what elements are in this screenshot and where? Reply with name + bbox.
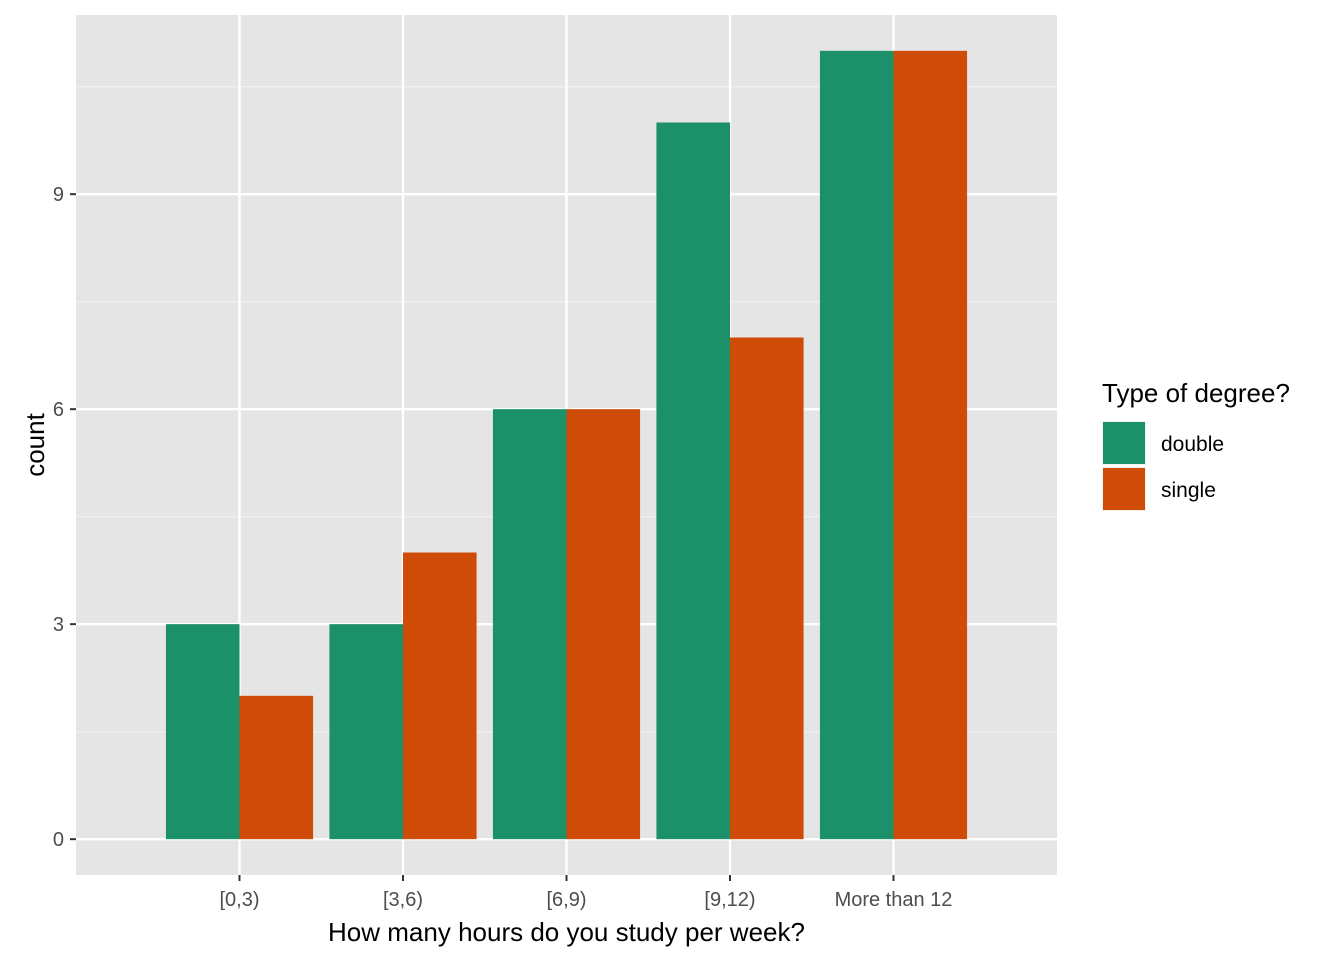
y-tick-label: 9 [53, 184, 64, 206]
x-tick-label: [9,12) [704, 889, 755, 911]
y-axis-title: count [20, 412, 50, 476]
bar-double [492, 409, 567, 840]
y-tick-label: 6 [53, 399, 64, 421]
legend-key-single [1103, 468, 1145, 510]
bars [165, 50, 968, 840]
bar-single [239, 695, 314, 840]
legend: Type of degree? double single [1102, 378, 1290, 511]
x-tick-label: [3,6) [383, 889, 423, 911]
bar-single [893, 50, 968, 840]
legend-title: Type of degree? [1102, 378, 1290, 408]
bar-single [730, 337, 804, 840]
legend-label-double: double [1161, 433, 1224, 456]
x-tick-label: [0,3) [219, 889, 259, 911]
y-tick-label: 0 [53, 829, 64, 851]
legend-label-single: single [1161, 479, 1216, 502]
x-tick-label: [6,9) [546, 889, 586, 911]
x-axis-title: How many hours do you study per week? [328, 917, 805, 947]
bar-single [403, 552, 477, 840]
bar-double [656, 122, 730, 840]
bar-double [165, 624, 240, 840]
legend-key-double [1103, 422, 1145, 464]
bar-double [329, 624, 403, 840]
x-axis: [0,3) [3,6) [6,9) [9,12) More than 12 [219, 875, 952, 911]
x-tick-label: More than 12 [835, 889, 953, 911]
y-tick-label: 3 [53, 614, 64, 636]
bar-double [819, 50, 894, 840]
legend-items: double single [1102, 421, 1224, 511]
y-axis: 0 3 6 9 [53, 184, 76, 851]
bar-single [566, 409, 641, 840]
